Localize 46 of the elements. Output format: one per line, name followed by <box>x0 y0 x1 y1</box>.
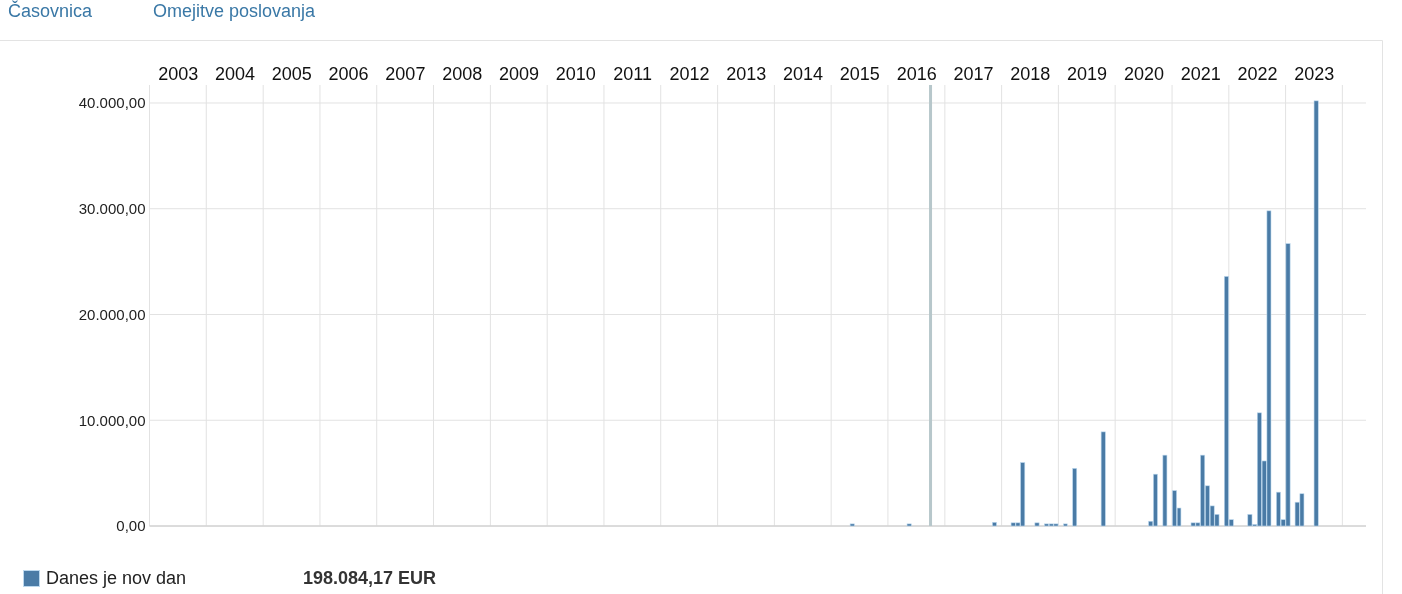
bar <box>1247 514 1253 527</box>
bar <box>1034 522 1040 527</box>
legend-label: Danes je nov dan <box>46 568 187 588</box>
x-tick-label: 2013 <box>726 64 767 85</box>
x-tick-label: 2009 <box>499 64 540 85</box>
x-tick-label: 2003 <box>158 64 199 85</box>
y-tick-label: 10.000,00 <box>78 411 146 429</box>
bar <box>1053 523 1059 527</box>
x-tick-label: 2019 <box>1067 64 1108 85</box>
bar <box>992 522 997 527</box>
bar <box>849 523 855 527</box>
bar <box>1010 522 1016 527</box>
bar <box>1063 523 1068 527</box>
x-tick-label: 2014 <box>783 64 824 85</box>
text: Omejitve poslovanja <box>153 1 317 21</box>
x-tick-label: 2017 <box>953 64 994 85</box>
bar <box>1100 431 1106 527</box>
bar <box>1072 468 1078 527</box>
x-tick-label: 2020 <box>1123 64 1164 85</box>
x-tick-label: 2018 <box>1010 64 1051 85</box>
bar <box>906 523 912 527</box>
text: 198.084,17 EUR <box>303 568 437 588</box>
bar <box>1044 523 1049 527</box>
x-tick-label: 2012 <box>669 64 710 85</box>
x-tick-label: 2023 <box>1294 64 1335 85</box>
bar <box>1313 100 1319 527</box>
text: Časovnica <box>8 0 94 21</box>
bar <box>1276 491 1281 527</box>
x-tick-label: 2022 <box>1237 64 1278 85</box>
y-tick-label: 0,00 <box>116 517 146 535</box>
y-tick-label: 40.000,00 <box>78 94 146 112</box>
y-tick-label: 30.000,00 <box>78 200 146 218</box>
x-tick-label: 2005 <box>271 64 312 85</box>
x-tick-label: 2015 <box>839 64 880 85</box>
x-tick-label: 2007 <box>385 64 426 85</box>
x-tick-label: 2021 <box>1180 64 1221 85</box>
x-tick-label: 2008 <box>442 64 483 85</box>
x-tick-label: 2010 <box>555 64 596 85</box>
bar <box>1162 454 1168 527</box>
x-tick-label: 2016 <box>896 64 937 85</box>
bar <box>1256 412 1262 527</box>
x-tick-label: 2006 <box>328 64 369 85</box>
x-tick-label: 2011 <box>613 64 652 85</box>
x-tick-label: 2004 <box>215 64 256 85</box>
bar <box>1190 522 1196 527</box>
y-tick-label: 20.000,00 <box>78 305 146 323</box>
